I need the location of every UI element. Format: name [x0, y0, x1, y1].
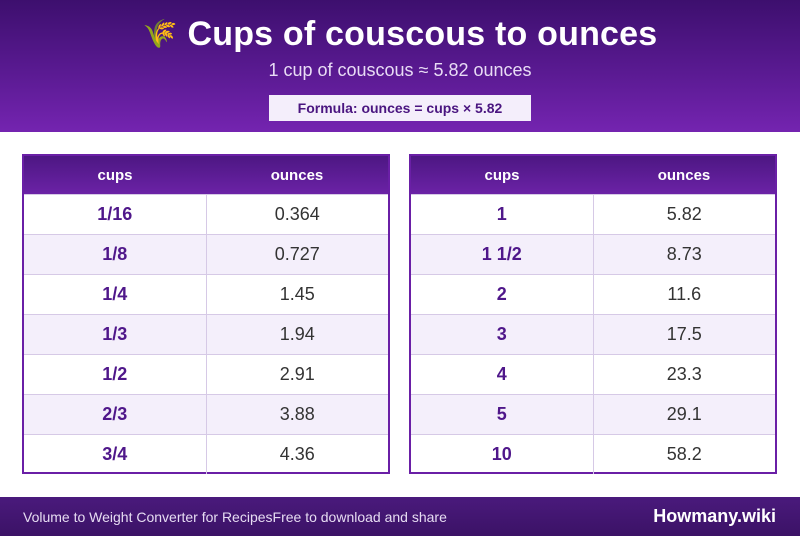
- rice-plant-icon: 🌾: [142, 18, 178, 49]
- table-row: 3/4 4.36: [24, 434, 388, 474]
- cups-cell: 1/16: [24, 195, 207, 234]
- table-row: 3 17.5: [411, 314, 775, 354]
- column-header-ounces: ounces: [270, 166, 324, 184]
- cups-cell: 2: [411, 275, 594, 314]
- table-row: 2 11.6: [411, 274, 775, 314]
- cups-cell: 1/3: [24, 315, 207, 354]
- table-row: 1/2 2.91: [24, 354, 388, 394]
- cups-cell: 1/2: [24, 355, 207, 394]
- ounces-cell: 29.1: [666, 404, 702, 424]
- column-header-cups: cups: [484, 166, 520, 184]
- ounces-cell: 58.2: [666, 444, 702, 464]
- cups-cell: 1 1/2: [411, 235, 594, 274]
- table-row: 1 5.82: [411, 194, 775, 234]
- footer-bar: Volume to Weight Converter for Recipes F…: [0, 497, 800, 536]
- page-title: Cups of couscous to ounces: [187, 14, 658, 53]
- table-row: 1/3 1.94: [24, 314, 388, 354]
- cups-cell: 1/4: [24, 275, 207, 314]
- brand-logo-text[interactable]: Howmany.wiki: [653, 506, 776, 526]
- ounces-cell: 8.73: [666, 244, 702, 264]
- table-row: 1/16 0.364: [24, 194, 388, 234]
- ounces-cell: 1.45: [279, 284, 315, 304]
- cups-cell: 3: [411, 315, 594, 354]
- ounces-cell: 11.6: [667, 284, 702, 304]
- cups-cell: 4: [411, 355, 594, 394]
- title-row: 🌾 Cups of couscous to ounces: [0, 14, 800, 54]
- ounces-cell: 3.88: [279, 404, 315, 424]
- page-subtitle: 1 cup of couscous ≈ 5.82 ounces: [268, 60, 532, 80]
- table-row: 5 29.1: [411, 394, 775, 434]
- formula-badge: Formula: ounces = cups × 5.82: [269, 95, 531, 121]
- header-banner: 🌾 Cups of couscous to ounces 1 cup of co…: [0, 0, 800, 132]
- table-header: cups ounces: [411, 156, 775, 194]
- ounces-cell: 0.364: [274, 204, 320, 224]
- table-header: cups ounces: [24, 156, 388, 194]
- table-row: 1/4 1.45: [24, 274, 388, 314]
- cups-cell: 1/8: [24, 235, 207, 274]
- ounces-cell: 17.5: [666, 324, 702, 344]
- ounces-cell: 4.36: [279, 444, 315, 464]
- ounces-cell: 23.3: [666, 364, 702, 384]
- ounces-cell: 1.94: [279, 324, 315, 344]
- cups-cell: 5: [411, 395, 594, 434]
- conversion-table-right: cups ounces 1 5.82 1 1/2 8.73 2 11.6 3 1…: [409, 154, 777, 474]
- ounces-cell: 0.727: [274, 244, 320, 264]
- table-row: 2/3 3.88: [24, 394, 388, 434]
- footer-converter-link[interactable]: Volume to Weight Converter for Recipes: [23, 508, 273, 525]
- conversion-table-left: cups ounces 1/16 0.364 1/8 0.727 1/4 1.4…: [22, 154, 390, 474]
- cups-cell: 1: [411, 195, 594, 234]
- table-row: 1 1/2 8.73: [411, 234, 775, 274]
- cups-cell: 3/4: [24, 435, 207, 474]
- cups-cell: 2/3: [24, 395, 207, 434]
- column-header-ounces: ounces: [657, 166, 711, 184]
- table-row: 10 58.2: [411, 434, 775, 474]
- table-row: 1/8 0.727: [24, 234, 388, 274]
- table-row: 4 23.3: [411, 354, 775, 394]
- ounces-cell: 2.91: [279, 364, 315, 384]
- footer-tagline: Free to download and share: [272, 508, 447, 525]
- cups-cell: 10: [411, 435, 594, 474]
- column-header-cups: cups: [97, 166, 133, 184]
- ounces-cell: 5.82: [666, 204, 702, 224]
